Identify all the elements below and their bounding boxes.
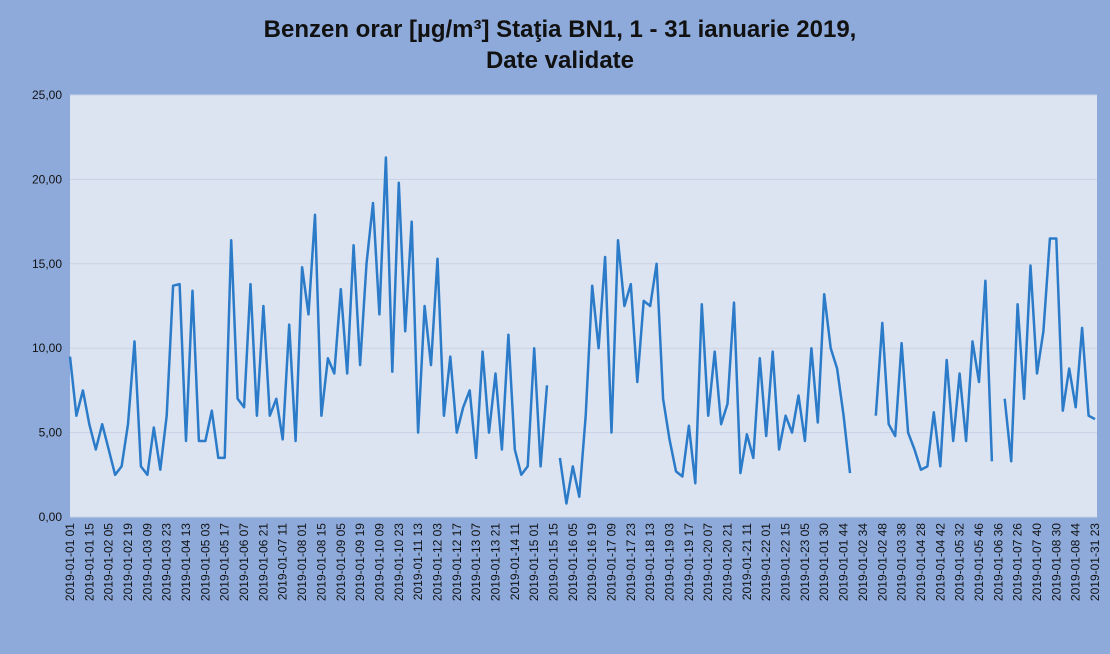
x-tick-label: 2019-01-14 11 xyxy=(508,523,522,601)
x-tick-label: 2019-01-04 42 xyxy=(933,523,947,601)
x-tick-label: 2019-01-16 19 xyxy=(585,523,599,601)
x-tick-label: 2019-01-21 11 xyxy=(740,523,754,601)
x-tick-label: 2019-01-13 21 xyxy=(488,523,502,601)
x-tick-label: 2019-01-05 03 xyxy=(198,523,212,601)
x-tick-label: 2019-01-09 19 xyxy=(353,523,367,601)
x-tick-label: 2019-01-17 09 xyxy=(605,523,619,601)
x-tick-label: 2019-01-02 48 xyxy=(875,523,889,601)
x-tick-label: 2019-01-08 15 xyxy=(314,523,328,601)
x-tick-label: 2019-01-11 13 xyxy=(411,523,425,601)
x-tick-label: 2019-01-10 23 xyxy=(392,523,406,601)
x-tick-label: 2019-01-08 44 xyxy=(1069,523,1083,601)
x-tick-label: 2019-01-02 05 xyxy=(102,523,116,601)
x-tick-label: 2019-01-05 17 xyxy=(218,523,232,601)
x-tick-label: 2019-01-07 11 xyxy=(276,523,290,601)
x-tick-label: 2019-01-08 30 xyxy=(1049,523,1063,601)
data-line xyxy=(68,156,1096,505)
x-tick-label: 2019-01-01 01 xyxy=(63,523,77,601)
y-tick-label: 15,00 xyxy=(32,257,62,271)
chart-title: Date validate xyxy=(486,47,634,74)
x-tick-label: 2019-01-07 26 xyxy=(1011,523,1025,601)
x-tick-label: 2019-01-03 09 xyxy=(140,523,154,601)
x-tick-label: 2019-01-02 19 xyxy=(121,523,135,601)
x-tick-label: 2019-01-17 23 xyxy=(624,523,638,601)
y-tick-label: 5,00 xyxy=(39,426,63,440)
x-tick-label: 2019-01-20 07 xyxy=(701,523,715,601)
x-tick-label: 2019-01-04 13 xyxy=(179,523,193,601)
x-tick-label: 2019-01-12 17 xyxy=(450,523,464,601)
x-tick-label: 2019-01-31 23 xyxy=(1088,523,1102,601)
x-tick-label: 2019-01-06 36 xyxy=(991,523,1005,601)
x-tick-label: 2019-01-19 03 xyxy=(663,523,677,601)
x-tick-label: 2019-01-23 05 xyxy=(798,523,812,601)
y-tick-label: 25,00 xyxy=(32,88,62,102)
x-tick-label: 2019-01-05 46 xyxy=(972,523,986,601)
x-tick-label: 2019-01-18 13 xyxy=(643,523,657,601)
x-tick-label: 2019-01-08 01 xyxy=(295,523,309,601)
x-tick-label: 2019-01-02 34 xyxy=(856,523,870,601)
x-tick-label: 2019-01-19 17 xyxy=(682,523,696,601)
chart-title: Benzen orar [µg/m³] Staţia BN1, 1 - 31 i… xyxy=(264,16,857,43)
y-tick-label: 20,00 xyxy=(32,172,62,186)
x-tick-label: 2019-01-06 07 xyxy=(237,523,251,601)
x-tick-label: 2019-01-22 15 xyxy=(779,523,793,601)
x-tick-label: 2019-01-01 30 xyxy=(817,523,831,601)
x-tick-label: 2019-01-04 28 xyxy=(914,523,928,601)
x-tick-label: 2019-01-20 21 xyxy=(721,523,735,601)
x-tick-label: 2019-01-03 38 xyxy=(895,523,909,601)
y-tick-label: 10,00 xyxy=(32,341,62,355)
x-tick-label: 2019-01-03 23 xyxy=(160,523,174,601)
x-tick-label: 2019-01-06 21 xyxy=(256,523,270,601)
x-tick-label: 2019-01-01 15 xyxy=(82,523,96,601)
x-tick-label: 2019-01-15 15 xyxy=(546,523,560,601)
x-tick-label: 2019-01-05 32 xyxy=(953,523,967,601)
x-tick-label: 2019-01-07 40 xyxy=(1030,523,1044,601)
x-tick-label: 2019-01-01 44 xyxy=(837,523,851,601)
x-tick-label: 2019-01-13 07 xyxy=(469,523,483,601)
x-tick-label: 2019-01-16 05 xyxy=(566,523,580,601)
x-tick-label: 2019-01-10 09 xyxy=(372,523,386,601)
y-tick-label: 0,00 xyxy=(39,510,63,524)
x-tick-label: 2019-01-12 03 xyxy=(430,523,444,601)
x-tick-label: 2019-01-22 01 xyxy=(759,523,773,601)
x-tick-label: 2019-01-15 01 xyxy=(527,523,541,601)
x-tick-label: 2019-01-09 05 xyxy=(334,523,348,601)
